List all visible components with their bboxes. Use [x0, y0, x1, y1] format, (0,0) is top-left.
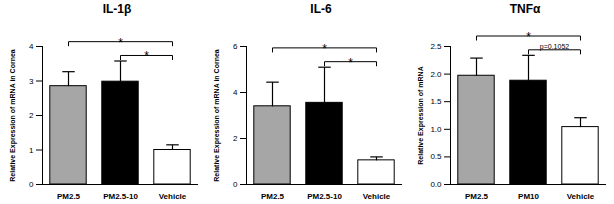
- svg-text:*: *: [348, 56, 353, 70]
- svg-text:4: 4: [233, 88, 238, 97]
- svg-text:Vehicle: Vehicle: [567, 192, 595, 201]
- svg-text:1.0: 1.0: [430, 125, 442, 134]
- svg-text:Relative Expression of mRNA in: Relative Expression of mRNA in Cornea: [213, 49, 221, 181]
- svg-text:6: 6: [233, 42, 238, 51]
- svg-text:PM2.5-10: PM2.5-10: [103, 192, 138, 201]
- svg-text:2.0: 2.0: [430, 70, 442, 79]
- svg-text:PM10: PM10: [518, 192, 539, 201]
- svg-text:PM2.5: PM2.5: [57, 192, 81, 201]
- svg-text:1.5: 1.5: [430, 97, 442, 106]
- svg-text:3: 3: [29, 77, 34, 86]
- svg-text:2.5: 2.5: [430, 42, 442, 51]
- svg-text:*: *: [144, 49, 149, 63]
- html-text:TNFα: TNFα: [509, 2, 541, 16]
- svg-text:PM2.5: PM2.5: [465, 192, 489, 201]
- svg-text:2: 2: [29, 111, 34, 120]
- svg-text:0: 0: [233, 180, 238, 189]
- svg-text:Relative Expression of mRNA: Relative Expression of mRNA: [417, 66, 425, 164]
- svg-text:p=0.1052: p=0.1052: [540, 43, 569, 51]
- svg-text:Vehicle: Vehicle: [363, 192, 391, 201]
- svg-text:PM2.5-10: PM2.5-10: [307, 192, 342, 201]
- svg-text:Vehicle: Vehicle: [159, 192, 187, 201]
- svg-text:0.5: 0.5: [430, 152, 442, 161]
- svg-text:*: *: [526, 30, 531, 44]
- svg-text:*: *: [118, 36, 123, 50]
- svg-text:4: 4: [29, 42, 34, 51]
- svg-text:2: 2: [233, 134, 238, 143]
- svg-text:1: 1: [29, 146, 34, 155]
- svg-text:Relative Expression of mRNA in: Relative Expression of mRNA in Cornea: [9, 49, 17, 181]
- svg-text:PM2.5: PM2.5: [261, 192, 285, 201]
- svg-text:0: 0: [29, 180, 34, 189]
- html-text:IL-6: IL-6: [310, 2, 332, 16]
- svg-text:0.0: 0.0: [430, 180, 442, 189]
- svg-text:*: *: [322, 42, 327, 56]
- html-text:IL-1β: IL-1β: [102, 2, 132, 16]
